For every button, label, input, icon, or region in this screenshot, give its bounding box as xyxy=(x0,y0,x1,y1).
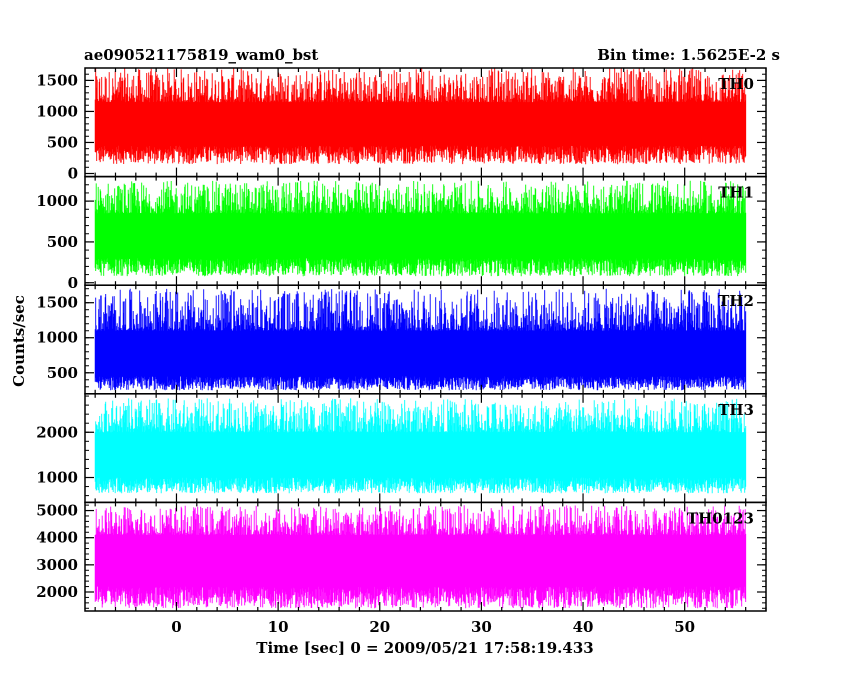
series-th3 xyxy=(94,398,747,494)
chart-title: ae090521175819_wam0_bst xyxy=(84,46,319,64)
y-tick-label: 5000 xyxy=(36,502,78,520)
panel-th0: 0 500 1000 1500 TH0 xyxy=(36,67,767,182)
panel-label: TH1 xyxy=(718,184,754,202)
y-tick-label: 3000 xyxy=(36,556,78,574)
x-tick-label: 20 xyxy=(369,618,390,636)
panel-label: TH0 xyxy=(718,75,754,93)
panel-frame xyxy=(84,501,767,612)
y-tick-label: 1500 xyxy=(36,71,78,89)
panel-label: TH3 xyxy=(718,401,754,419)
x-tick-label: 30 xyxy=(471,618,492,636)
x-tick-label: 0 xyxy=(171,618,181,636)
y-tick-label: 0 xyxy=(68,164,78,182)
y-tick-label: 500 xyxy=(47,133,78,151)
panel-th2: 500 1000 1500 TH2 xyxy=(36,284,767,395)
panel-label: TH0123 xyxy=(687,509,754,527)
y-tick-label: 2000 xyxy=(36,423,78,441)
x-axis-label-text: Time [sec] 0 = 2009/05/21 17:58:19.433 xyxy=(256,639,594,657)
y-tick-label: 500 xyxy=(47,364,78,382)
bin-time-label: Bin time: 1.5625E-2 s xyxy=(597,46,780,64)
x-axis-label: Time [sec] 0 = 2009/05/21 17:58:19.433 xyxy=(0,639,850,657)
y-tick-label: 1500 xyxy=(36,294,78,312)
x-tick-label: 10 xyxy=(268,618,289,636)
y-tick-label: 500 xyxy=(47,233,78,251)
series-th2 xyxy=(94,288,747,391)
x-tick-label: 40 xyxy=(573,618,594,636)
panel-label: TH2 xyxy=(718,292,754,310)
y-tick-label: 4000 xyxy=(36,529,78,547)
y-tick-label: 2000 xyxy=(36,583,78,601)
panel-th0123: 2000 3000 4000 5000 TH0123 xyxy=(36,501,767,612)
series-th0 xyxy=(94,68,747,165)
y-tick-label: 1000 xyxy=(36,469,78,487)
y-tick-label: 1000 xyxy=(36,102,78,120)
y-tick-label: 1000 xyxy=(36,192,78,210)
y-axis-label: Counts/sec xyxy=(10,295,28,387)
series-th0123 xyxy=(94,505,747,609)
y-tick-label: 1000 xyxy=(36,329,78,347)
series-th1 xyxy=(94,180,747,277)
panel-th1: 0 500 1000 TH1 xyxy=(36,175,767,292)
y-tick-label: 0 xyxy=(68,274,78,292)
x-tick-label: 50 xyxy=(674,618,695,636)
panel-th3: 1000 2000 TH3 xyxy=(36,393,767,504)
